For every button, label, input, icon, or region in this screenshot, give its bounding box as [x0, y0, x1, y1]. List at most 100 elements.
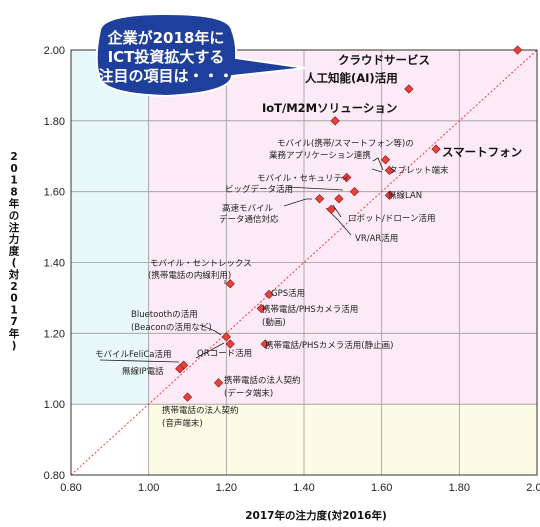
point-marker	[221, 332, 231, 342]
leader-line	[195, 342, 225, 359]
point-marker	[342, 172, 352, 183]
point-label: データ通信対応	[219, 214, 279, 225]
point-marker	[225, 279, 235, 289]
x-tick-label: 0.80	[60, 482, 81, 494]
point-label: IoT/M2Mソリューション	[262, 101, 397, 115]
leader-line	[332, 204, 342, 218]
callout-shape	[95, 12, 307, 98]
point-label: 業務アプリケーション連携	[269, 150, 371, 161]
data-markers	[175, 45, 523, 402]
point-label: 無線LAN	[388, 190, 422, 201]
point-marker	[380, 155, 391, 165]
point-label: 携帯電話の法人契約	[162, 405, 239, 416]
region-lower-right	[148, 404, 537, 475]
x-tick-label: 1.80	[449, 482, 470, 494]
y-tick-label: 1.00	[44, 399, 65, 411]
point-marker	[182, 392, 193, 402]
point-label: (Beaconの活用など)	[131, 322, 212, 333]
x-tick-label: 1.60	[371, 482, 392, 494]
point-label: 携帯電話の法人契約	[224, 375, 301, 386]
leader-line	[283, 198, 312, 207]
point-label: 高速モバイル	[222, 203, 274, 214]
point-marker	[213, 378, 224, 388]
point-marker	[512, 45, 523, 55]
point-label: 携帯電話/PHSカメラ活用(静止画)	[265, 340, 393, 351]
point-label: クラウドサービス	[338, 53, 430, 67]
point-marker	[404, 84, 414, 94]
leader-line	[371, 168, 383, 173]
point-label: 無線IP電話	[122, 366, 164, 377]
point-marker	[334, 194, 344, 204]
plot-frame	[70, 49, 538, 476]
point-labels: クラウドサービス人工知能(AI)活用IoT/M2Mソリューションスマートフォンモ…	[95, 53, 522, 429]
point-label: タブレット端末	[389, 165, 449, 176]
x-tick-label: 2.00	[526, 482, 540, 494]
y-axis-title-char: (	[12, 257, 17, 269]
point-marker	[326, 204, 336, 214]
y-axis-title-char: 対	[8, 268, 20, 281]
y-tick-label: 2.00	[44, 45, 65, 57]
y-axis-title-char: 7	[10, 316, 17, 328]
point-label: モバイルFeliCa活用	[95, 349, 172, 360]
y-axis-title-char: 1	[10, 304, 17, 316]
point-marker	[330, 116, 340, 126]
y-axis-title-char: 0	[10, 163, 17, 175]
y-axis-title-char: 度	[9, 244, 20, 257]
point-label: (動画)	[262, 317, 286, 328]
point-label: モバイル・セキュリティ	[257, 174, 350, 184]
point-marker	[175, 364, 185, 374]
callout-line-1: 企業が2018年に	[107, 29, 225, 47]
point-label: モバイル・セントレックス	[150, 259, 252, 269]
point-label: (音声端末)	[162, 418, 203, 429]
point-label: GPS活用	[271, 288, 305, 299]
leader-line	[372, 157, 384, 171]
point-label: ロボット/ドローン活用	[348, 213, 435, 224]
x-tick-label: 1.00	[138, 482, 159, 494]
point-label: (データ端末)	[224, 388, 273, 399]
y-axis-title-char: の	[9, 210, 20, 222]
callout-line-2: ICT投資拡大する	[108, 48, 225, 66]
y-axis-title-char: 2	[10, 281, 17, 293]
point-label: ビッグデータ活用	[225, 184, 293, 195]
x-axis-title: 2017年の注力度(対2016年)	[245, 509, 387, 522]
y-tick-label: 1.40	[44, 258, 65, 270]
y-axis-title-char: 注	[9, 221, 20, 234]
leader-line	[287, 186, 344, 191]
axis-ticks: 0.80 1.00 1.20 1.40 1.60 1.80 2.00 0.80 1.00 1.20…	[44, 45, 540, 494]
region-upper-left	[71, 50, 149, 405]
leader-line	[199, 324, 222, 336]
y-axis-title-char: 年	[9, 327, 20, 340]
y-axis-title-char: 力	[9, 233, 20, 246]
x-tick-label: 1.20	[216, 482, 237, 494]
point-marker	[225, 339, 235, 349]
x-tick-label: 1.40	[293, 482, 314, 494]
callout-line-3: 注目の項目は・・・	[98, 67, 233, 85]
point-label: Bluetoothの活用	[131, 309, 198, 320]
point-marker	[384, 165, 395, 176]
y-axis-title-char: 8	[10, 186, 17, 198]
diagonal-reference-line	[70, 49, 538, 476]
y-axis-title-char: )	[12, 340, 17, 352]
y-tick-label: 1.20	[44, 328, 65, 340]
y-tick-label: 0.80	[44, 470, 65, 482]
point-label: モバイル(携帯/スマートフォン等)の	[277, 138, 414, 149]
y-tick-label: 1.60	[44, 187, 65, 199]
point-marker	[349, 187, 360, 197]
point-label: 携帯電話/PHSカメラ活用	[262, 304, 358, 315]
point-label: (携帯電話の内線利用)	[148, 270, 231, 281]
y-axis-title-char: 0	[10, 293, 17, 305]
point-marker	[431, 144, 441, 154]
point-label: 人工知能(AI)活用	[305, 71, 398, 85]
y-axis-title-char: 年	[9, 197, 20, 210]
y-axis-title-char: 1	[10, 175, 17, 187]
point-label: VR/AR活用	[355, 233, 398, 244]
point-label: スマートフォン	[442, 145, 522, 159]
y-tick-label: 1.80	[44, 116, 65, 128]
y-axis-title-char: 2	[10, 151, 17, 163]
callout-bubble: 企業が2018年に ICT投資拡大する 注目の項目は・・・	[95, 12, 307, 98]
point-marker	[260, 339, 270, 349]
point-marker	[264, 289, 274, 299]
point-marker	[384, 190, 395, 200]
